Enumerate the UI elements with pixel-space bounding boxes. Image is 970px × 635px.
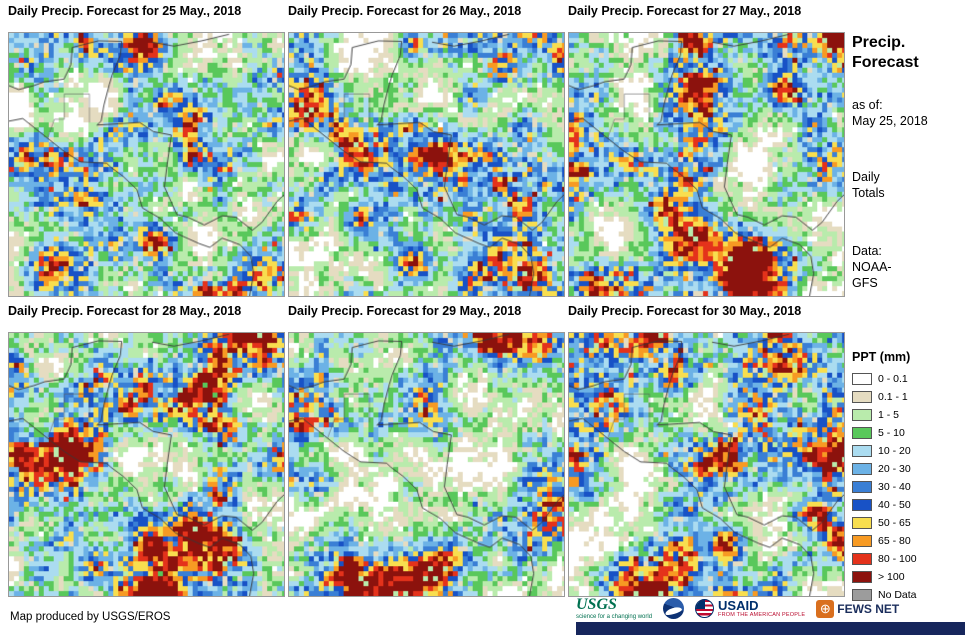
forecast-panel-26may: Daily Precip. Forecast for 26 May., 2018 <box>288 4 565 298</box>
as-of-date: as of: May 25, 2018 <box>852 98 928 128</box>
legend-item: > 100 <box>852 568 966 586</box>
legend-label: 0.1 - 1 <box>878 391 908 403</box>
precip-map-27may <box>568 32 845 298</box>
legend-label: 80 - 100 <box>878 553 917 565</box>
legend-item: 10 - 20 <box>852 442 966 460</box>
legend-swatch <box>852 571 872 583</box>
legend-swatch <box>852 463 872 475</box>
legend-swatch <box>852 481 872 493</box>
legend-item: No Data <box>852 586 966 604</box>
legend-item: 30 - 40 <box>852 478 966 496</box>
forecast-panel-25may: Daily Precip. Forecast for 25 May., 2018 <box>8 4 285 298</box>
panel-title: Daily Precip. Forecast for 27 May., 2018 <box>568 4 802 18</box>
usaid-tagline: FROM THE AMERICAN PEOPLE <box>718 611 806 618</box>
forecast-panel-29may: Daily Precip. Forecast for 29 May., 2018 <box>288 304 565 598</box>
precip-map-30may <box>568 332 845 598</box>
usaid-logo: USAID FROM THE AMERICAN PEOPLE <box>695 599 805 619</box>
precip-map-28may <box>8 332 285 598</box>
totals-label: Daily Totals <box>852 170 885 200</box>
info-sidebar: Precip. Forecast as of: May 25, 2018 Dai… <box>852 0 966 291</box>
map-product-title: Precip. Forecast <box>852 34 919 71</box>
fewsnet-logo: ⊕ FEWS NET <box>816 599 900 618</box>
panel-title: Daily Precip. Forecast for 26 May., 2018 <box>288 4 522 18</box>
precip-legend: PPT (mm) 0 - 0.1 0.1 - 1 1 - 5 5 - 10 10… <box>852 350 966 604</box>
legend-item: 1 - 5 <box>852 406 966 424</box>
legend-label: 65 - 80 <box>878 535 911 547</box>
legend-swatch <box>852 409 872 421</box>
legend-label: 0 - 0.1 <box>878 373 908 385</box>
usgs-tagline: science for a changing world <box>576 614 653 620</box>
legend-swatch <box>852 535 872 547</box>
legend-swatch <box>852 499 872 511</box>
precip-map-26may <box>288 32 565 298</box>
map-credit-text: Map produced by USGS/EROS <box>10 611 171 623</box>
legend-swatch <box>852 427 872 439</box>
legend-swatch <box>852 517 872 529</box>
globe-icon: ⊕ <box>816 599 835 618</box>
legend-swatch <box>852 373 872 385</box>
usgs-logo: USGS science for a changing world <box>576 596 653 621</box>
legend-swatch <box>852 445 872 457</box>
legend-label: 10 - 20 <box>878 445 911 457</box>
legend-swatch <box>852 391 872 403</box>
legend-item: 50 - 65 <box>852 514 966 532</box>
forecast-panel-30may: Daily Precip. Forecast for 30 May., 2018 <box>568 304 845 598</box>
legend-swatch <box>852 553 872 565</box>
forecast-panel-28may: Daily Precip. Forecast for 28 May., 2018 <box>8 304 285 598</box>
partner-logos: USGS science for a changing world USAID … <box>576 596 899 621</box>
legend-title: PPT (mm) <box>852 350 911 364</box>
legend-label: 30 - 40 <box>878 481 911 493</box>
legend-label: No Data <box>878 589 917 601</box>
legend-label: 40 - 50 <box>878 499 911 511</box>
forecast-panels-grid: Daily Precip. Forecast for 25 May., 2018… <box>8 4 845 598</box>
precip-map-25may <box>8 32 285 298</box>
legend-item: 5 - 10 <box>852 424 966 442</box>
fewsnet-banner-bar <box>576 622 965 635</box>
panel-title: Daily Precip. Forecast for 28 May., 2018 <box>8 304 242 319</box>
legend-item: 65 - 80 <box>852 532 966 550</box>
panel-title: Daily Precip. Forecast for 29 May., 2018 <box>288 304 522 319</box>
legend-label: 1 - 5 <box>878 409 900 421</box>
usaid-wordmark: USAID <box>718 597 759 613</box>
legend-item: 80 - 100 <box>852 550 966 568</box>
panel-title: Daily Precip. Forecast for 30 May., 2018 <box>568 304 802 319</box>
legend-item: 20 - 30 <box>852 460 966 478</box>
precip-map-29may <box>288 332 565 598</box>
forecast-panel-27may: Daily Precip. Forecast for 27 May., 2018 <box>568 4 845 298</box>
noaa-logo-icon <box>663 598 685 619</box>
data-source-label: Data: NOAA- GFS <box>852 244 892 290</box>
legend-label: 50 - 65 <box>878 517 911 529</box>
legend-label: > 100 <box>878 571 905 583</box>
legend-item: 0 - 0.1 <box>852 370 966 388</box>
legend-item: 40 - 50 <box>852 496 966 514</box>
panel-title: Daily Precip. Forecast for 25 May., 2018 <box>8 4 242 18</box>
legend-item: 0.1 - 1 <box>852 388 966 406</box>
legend-label: 5 - 10 <box>878 427 905 439</box>
legend-label: 20 - 30 <box>878 463 911 475</box>
usaid-text: USAID FROM THE AMERICAN PEOPLE <box>718 599 805 619</box>
legend-swatch <box>852 589 872 601</box>
usgs-wordmark: USGS <box>576 596 617 613</box>
usaid-seal-icon <box>695 599 715 618</box>
fewsnet-wordmark: FEWS NET <box>837 601 900 616</box>
